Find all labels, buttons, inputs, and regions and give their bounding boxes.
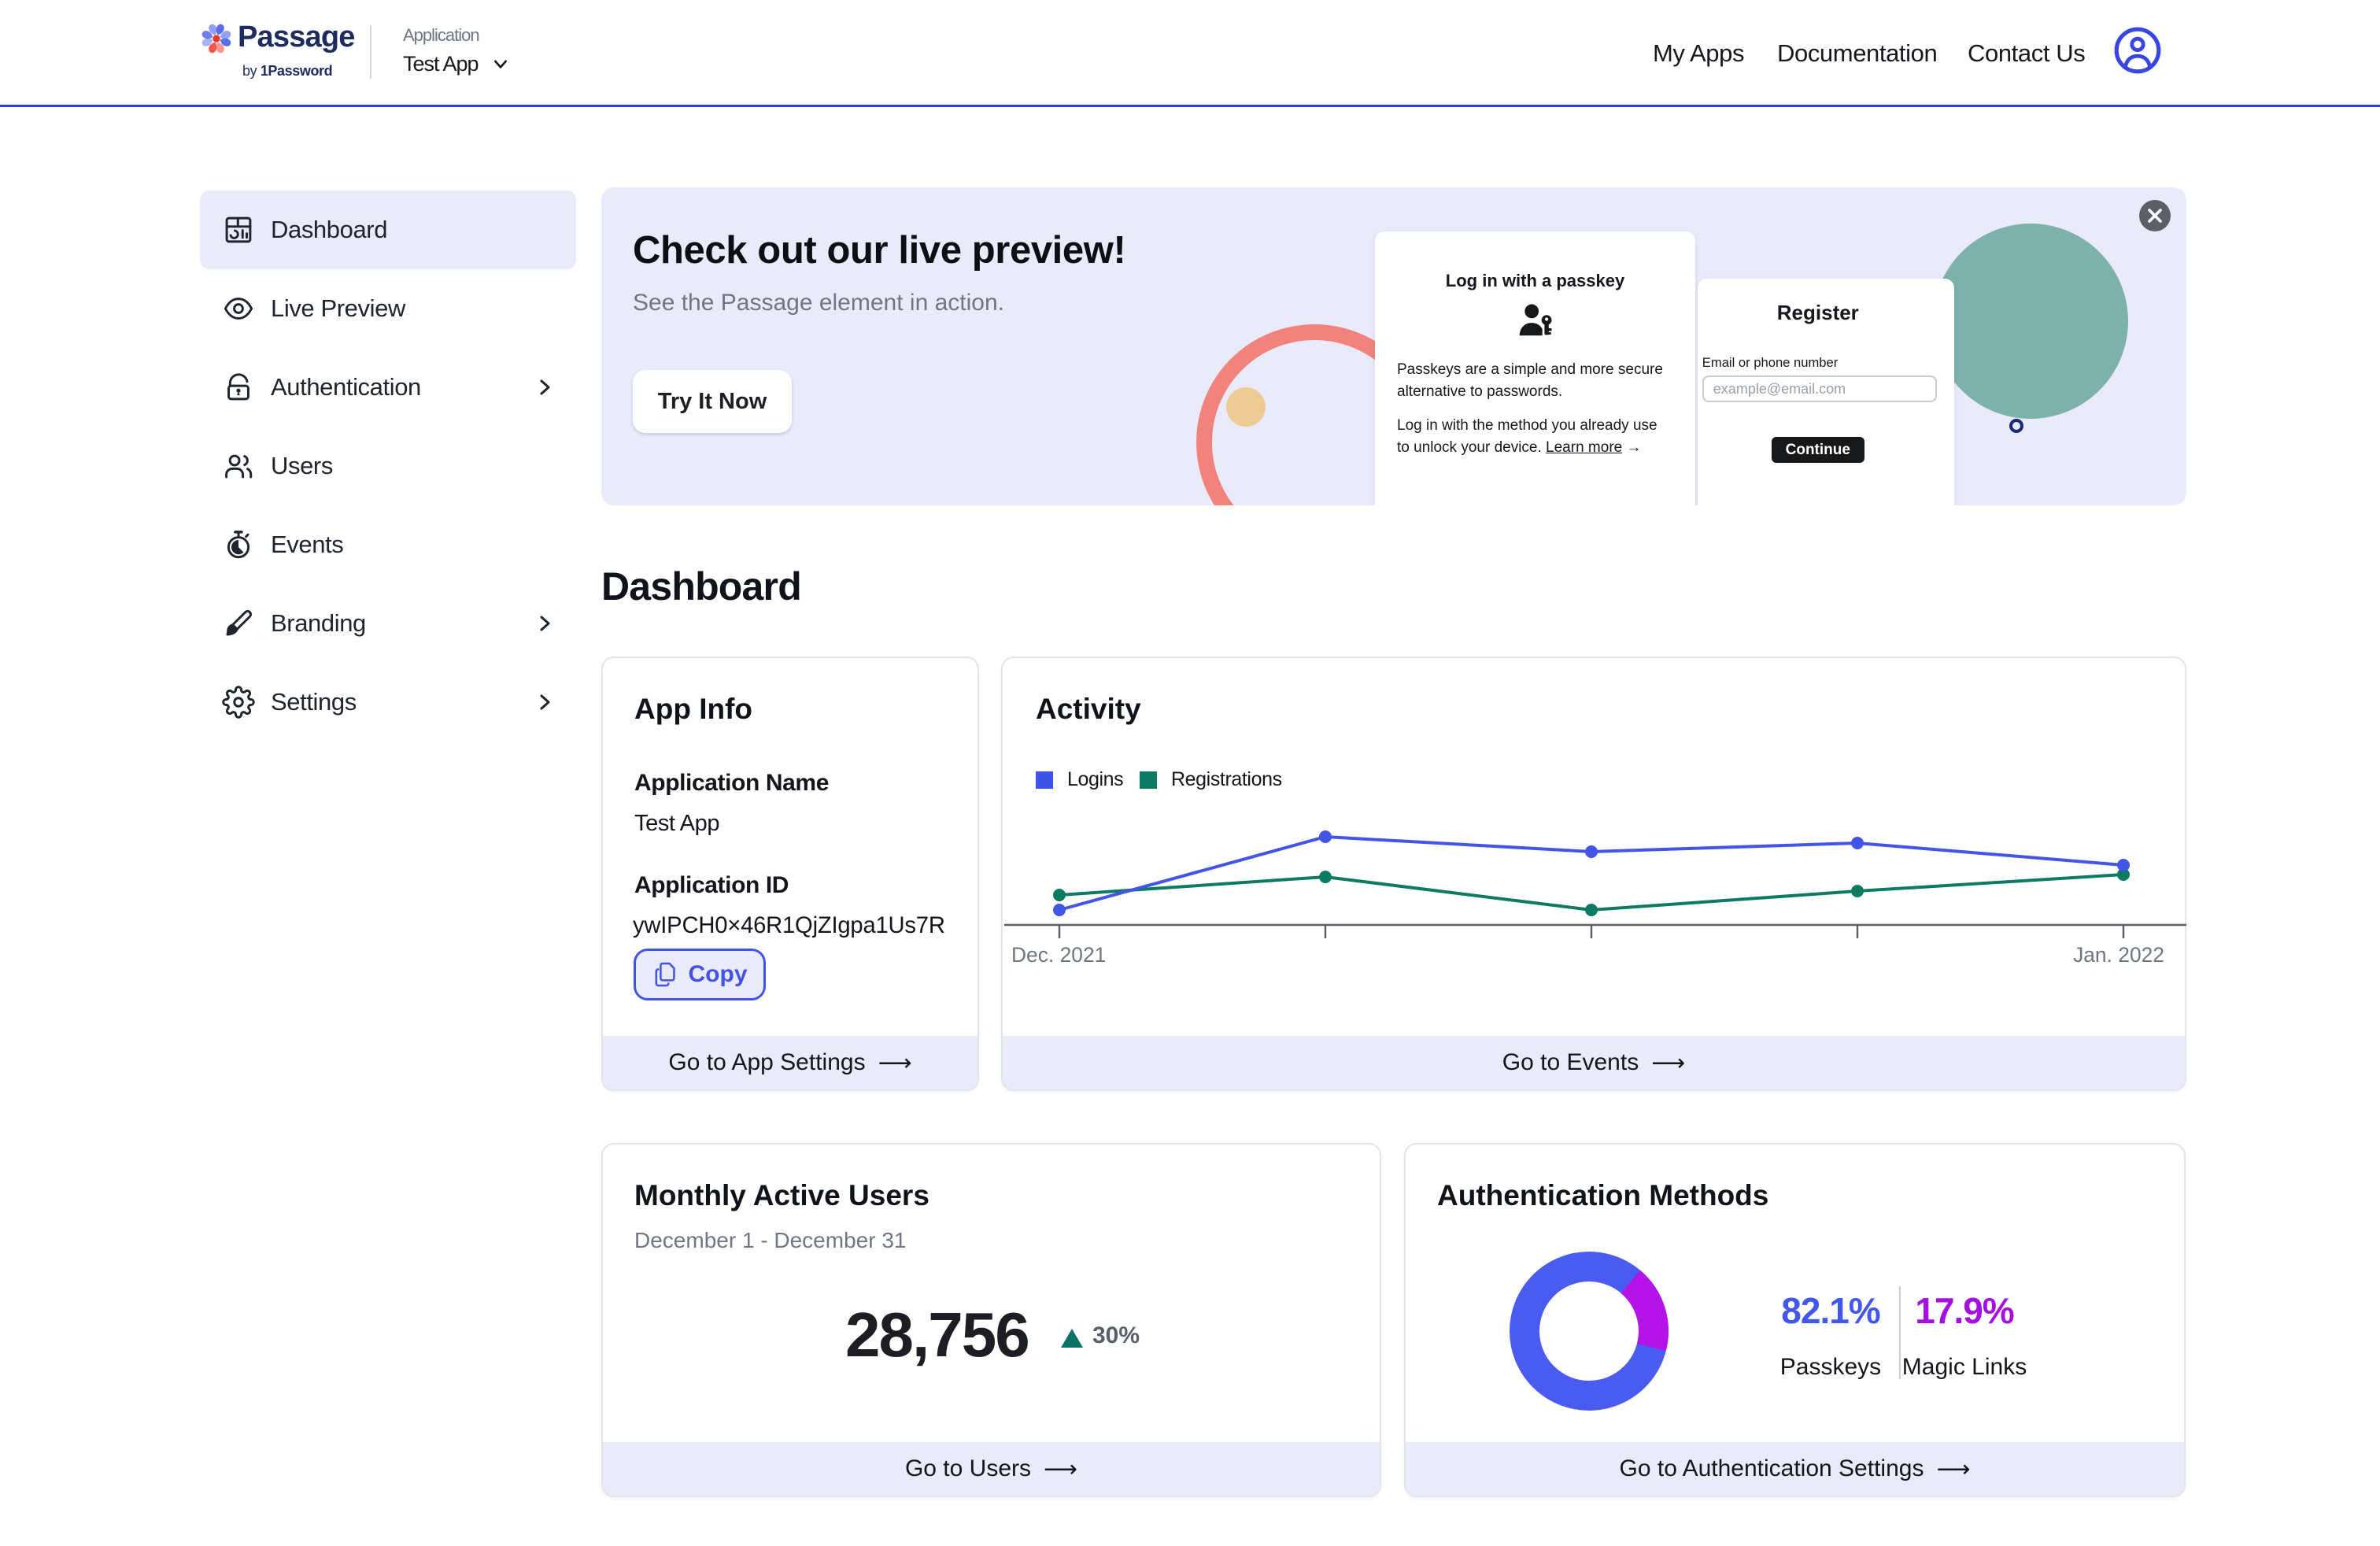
- svg-text:Jan. 2022: Jan. 2022: [2073, 943, 2164, 967]
- svg-text:Dec. 2021: Dec. 2021: [1011, 943, 1106, 967]
